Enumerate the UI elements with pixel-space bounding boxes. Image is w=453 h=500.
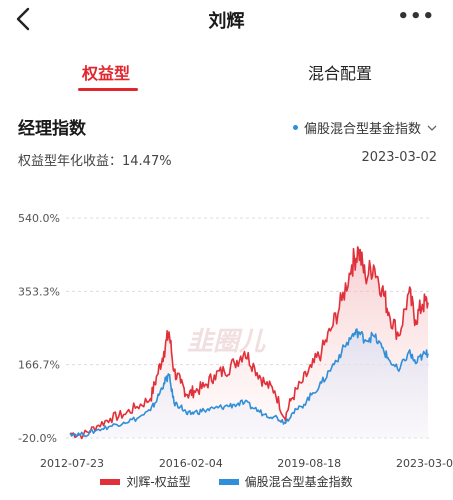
legend-swatch-blue: [218, 478, 239, 485]
legend-item-index[interactable]: 偏股混合型基金指数: [218, 473, 353, 490]
index-color-dot: [292, 125, 298, 130]
watermark: 韭圈儿: [187, 327, 266, 357]
legend-item-manager[interactable]: 刘辉-权益型: [100, 473, 191, 490]
page-title: 刘辉: [208, 11, 245, 32]
x-tick-label: 2012-07-23: [40, 457, 104, 470]
series-area-index: [70, 329, 428, 438]
x-tick-label: 2016-02-04: [159, 457, 223, 470]
y-tick-label: 353.3%: [18, 285, 60, 298]
legend-label-index: 偏股混合型基金指数: [244, 475, 353, 489]
performance-chart[interactable]: 韭圈儿 540.0% 353.3% 166.7% -20.0% 2012-07-23 20…: [0, 200, 453, 470]
tab-mixed-allocation[interactable]: 混合配置: [308, 64, 373, 83]
back-arrow-icon[interactable]: [12, 6, 36, 32]
more-options-icon[interactable]: •••: [397, 6, 435, 27]
chevron-down-icon: [427, 125, 437, 131]
y-tick-label: 540.0%: [18, 212, 60, 225]
active-tab-indicator: [78, 88, 138, 91]
index-selector[interactable]: 偏股混合型基金指数: [292, 118, 437, 137]
x-tick-label: 2023-03-02: [396, 457, 453, 470]
y-tick-label: 166.7%: [18, 359, 60, 372]
annual-return: 权益型年化收益：14.47%: [18, 154, 172, 169]
x-tick-label: 2019-08-18: [277, 457, 341, 470]
series-line-index: [69, 328, 429, 438]
legend-label-manager: 刘辉-权益型: [126, 475, 191, 489]
y-tick-label: -20.0%: [18, 432, 57, 445]
index-selector-label: 偏股混合型基金指数: [303, 122, 421, 137]
tab-bar: 权益型 混合配置: [0, 60, 453, 94]
tab-equity[interactable]: 权益型: [82, 64, 131, 83]
chart-legend: 刘辉-权益型 偏股混合型基金指数: [0, 473, 453, 490]
section-title: 经理指数: [18, 119, 86, 139]
legend-swatch-red: [100, 478, 121, 485]
top-nav-bar: 刘辉 •••: [0, 0, 453, 40]
current-date: 2023-03-02: [361, 150, 437, 165]
series-line-manager: [69, 246, 429, 440]
